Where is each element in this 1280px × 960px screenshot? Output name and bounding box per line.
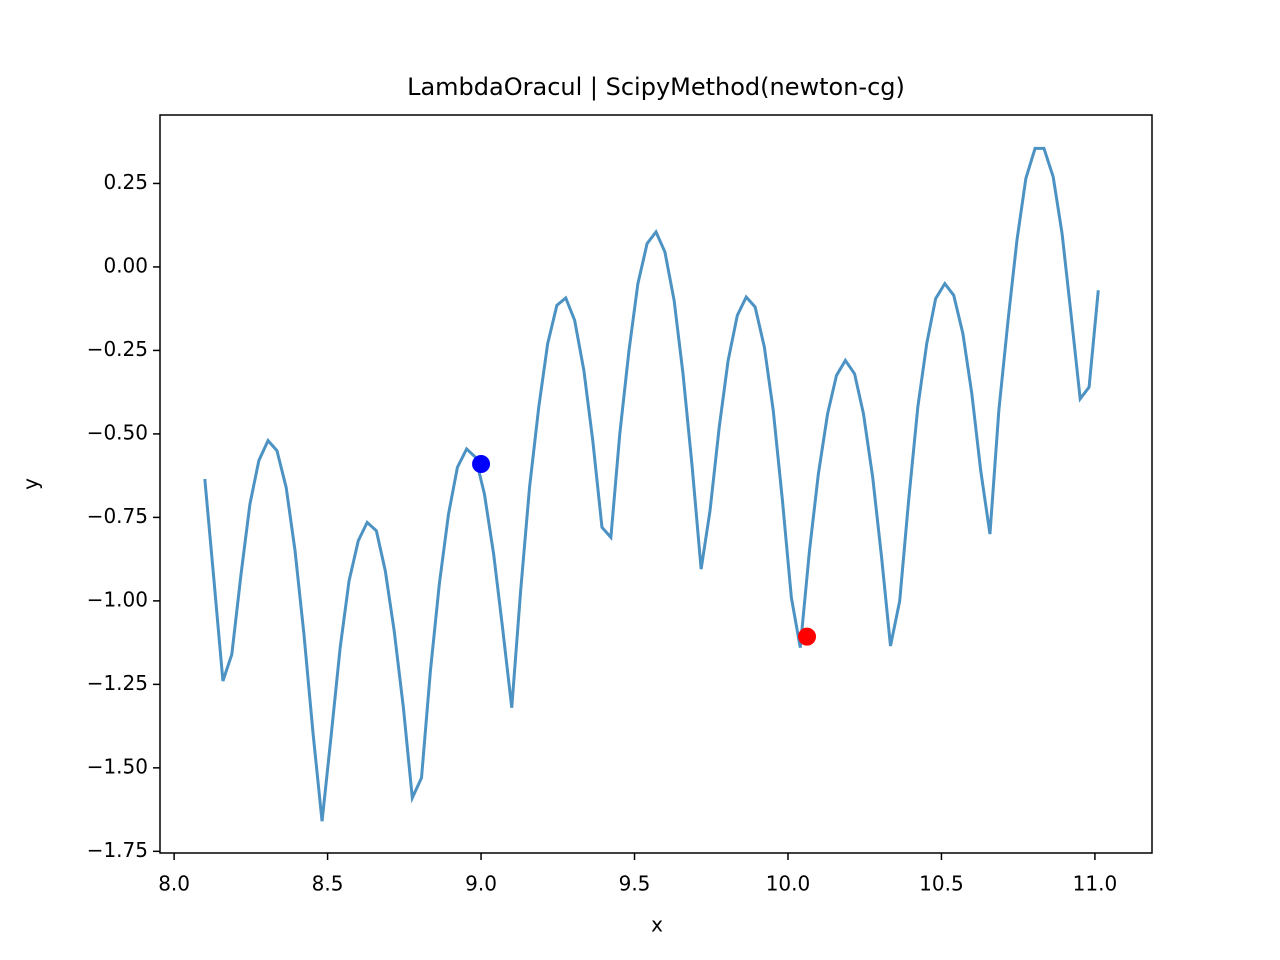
x-tick-label: 8.0 xyxy=(158,872,190,896)
x-tick-label: 10.0 xyxy=(766,872,811,896)
chart-title: LambdaOracul | ScipyMethod(newton-cg) xyxy=(407,73,905,101)
marker-point xyxy=(472,454,491,473)
x-tick-label: 9.5 xyxy=(619,872,651,896)
y-tick-label: −1.50 xyxy=(87,754,148,778)
plot-frame xyxy=(159,114,1153,854)
y-tick-label: −0.50 xyxy=(87,420,148,444)
x-tick-label: 11.0 xyxy=(1073,872,1118,896)
x-tick-label: 10.5 xyxy=(919,872,964,896)
x-axis-label: x xyxy=(651,913,663,937)
y-tick-label: 0.25 xyxy=(103,170,148,194)
line xyxy=(203,146,1100,822)
y-tick-label: −0.25 xyxy=(87,337,148,361)
y-tick-label: −1.25 xyxy=(87,671,148,695)
y-tick-label: 0.00 xyxy=(103,253,148,277)
y-tick-label: −0.75 xyxy=(87,504,148,528)
x-tick-label: 9.0 xyxy=(465,872,497,896)
y-axis-label: y xyxy=(19,478,43,490)
marker-point xyxy=(798,627,817,646)
y-tick-label: −1.75 xyxy=(87,838,148,862)
x-tick-label: 8.5 xyxy=(312,872,344,896)
y-tick-label: −1.00 xyxy=(87,587,148,611)
